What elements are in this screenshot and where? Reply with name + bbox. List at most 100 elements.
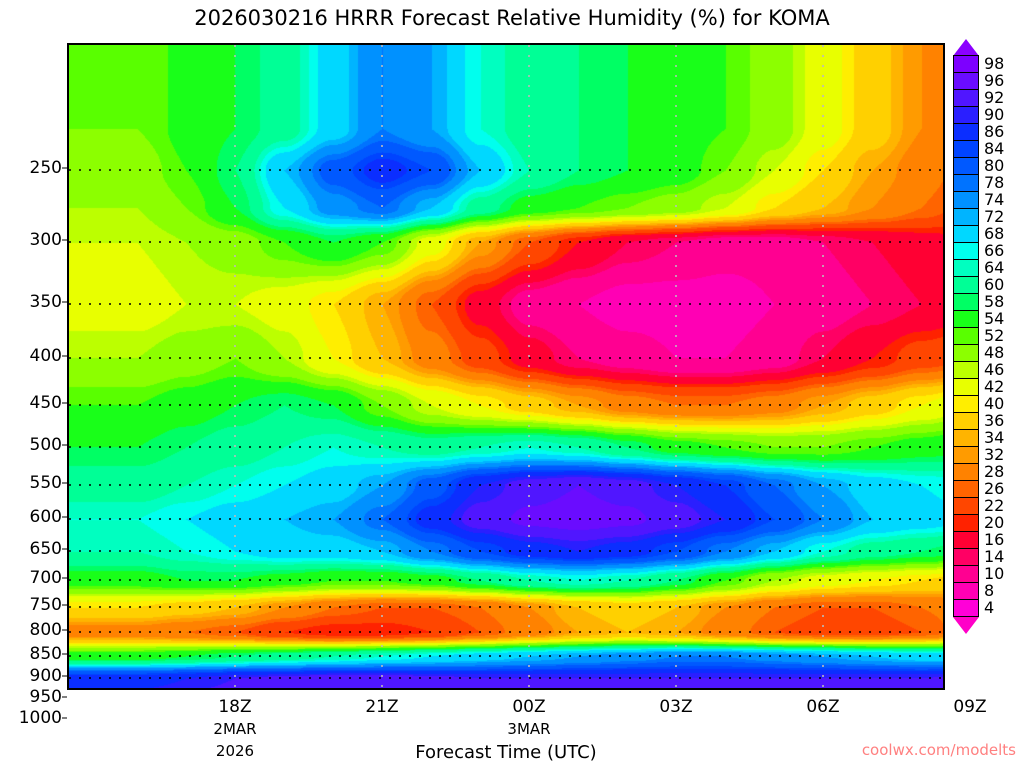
watermark-link[interactable]: coolwx.com/modelts (861, 741, 1016, 759)
y-axis-tick-label: 250 (29, 158, 62, 178)
x-axis-date-label: 2MAR (213, 720, 257, 738)
y-axis-tick-mark (62, 239, 67, 241)
x-axis-tick-label: 09Z (953, 697, 987, 717)
colorbar-swatch: 26 (953, 479, 1004, 498)
x-axis-tick-label: 21Z (365, 697, 399, 717)
colorbar-swatch: 74 (953, 190, 1004, 209)
colorbar-swatch: 16 (953, 530, 1004, 549)
y-axis-tick-mark (62, 516, 67, 518)
colorbar-swatch: 96 (953, 71, 1004, 90)
y-axis-tick-label: 750 (29, 595, 62, 615)
colorbar-tick-label: 46 (984, 360, 1005, 379)
colorbar-tick-label: 86 (984, 122, 1005, 141)
y-axis-tick-label: 600 (29, 507, 62, 527)
colorbar-tick-label: 14 (984, 547, 1005, 566)
colorbar-swatch: 84 (953, 139, 1004, 158)
colorbar-tick-label: 26 (984, 479, 1005, 498)
colorbar-swatch: 90 (953, 105, 1004, 124)
y-axis-tick-mark (62, 482, 67, 484)
y-axis-tick-label: 900 (29, 666, 62, 686)
colorbar-tick-label: 34 (984, 428, 1005, 447)
y-axis-tick-label: 650 (29, 539, 62, 559)
colorbar-swatch: 58 (953, 292, 1004, 311)
y-axis-tick-mark (62, 444, 67, 446)
colorbar-swatch: 48 (953, 343, 1004, 362)
colorbar-tick-label: 92 (984, 88, 1005, 107)
x-axis-title: Forecast Time (UTC) (415, 742, 597, 763)
colorbar-tick-label: 28 (984, 462, 1005, 481)
x-axis-date-label: 3MAR (507, 720, 551, 738)
colorbar-swatch: 46 (953, 360, 1004, 379)
y-axis-tick-label: 450 (29, 393, 62, 413)
colorbar-swatch: 36 (953, 411, 1004, 430)
colorbar-swatch: 72 (953, 207, 1004, 226)
plot-area (67, 43, 945, 690)
y-axis-tick-mark (62, 604, 67, 606)
colorbar-top-cap (953, 39, 979, 56)
y-axis-tick-label: 500 (29, 435, 62, 455)
colorbar-swatch: 20 (953, 513, 1004, 532)
colorbar-bottom-cap (953, 617, 979, 634)
colorbar-swatch: 64 (953, 258, 1004, 277)
colorbar-tick-label: 40 (984, 394, 1005, 413)
y-axis-tick-label: 400 (29, 346, 62, 366)
colorbar-tick-label: 20 (984, 513, 1005, 532)
colorbar-tick-label: 80 (984, 156, 1005, 175)
colorbar-swatch: 32 (953, 445, 1004, 464)
x-axis-tick-label: 06Z (806, 697, 840, 717)
colorbar-tick-label: 4 (984, 598, 995, 617)
colorbar-swatch: 28 (953, 462, 1004, 481)
colorbar-tick-label: 78 (984, 173, 1005, 192)
colorbar-tick-label: 48 (984, 343, 1005, 362)
page-title: 2026030216 HRRR Forecast Relative Humidi… (194, 6, 830, 30)
colorbar-swatch: 54 (953, 309, 1004, 328)
y-axis-tick-label: 850 (29, 644, 62, 664)
y-axis-tick-mark (62, 675, 67, 677)
colorbar-tick-label: 60 (984, 275, 1005, 294)
colorbar-tick-label: 98 (984, 54, 1005, 73)
y-axis-tick-label: 300 (29, 230, 62, 250)
colorbar-tick-label: 42 (984, 377, 1005, 396)
colorbar-tick-label: 32 (984, 445, 1005, 464)
colorbar-swatch: 66 (953, 241, 1004, 260)
colorbar-swatch: 52 (953, 326, 1004, 345)
colorbar-tick-label: 10 (984, 564, 1005, 583)
colorbar-swatch: 92 (953, 88, 1004, 107)
colorbar: 98 96 92 90 86 84 80 78 74 72 68 66 64 60 58 54 52 48 46 42… (953, 54, 1004, 617)
y-axis-tick-label: 700 (29, 568, 62, 588)
colorbar-tick-label: 58 (984, 292, 1005, 311)
colorbar-swatch: 22 (953, 496, 1004, 515)
colorbar-swatch: 10 (953, 564, 1004, 583)
colorbar-tick-label: 36 (984, 411, 1005, 430)
colorbar-swatch: 68 (953, 224, 1004, 243)
y-axis-tick-mark (62, 577, 67, 579)
colorbar-swatch: 80 (953, 156, 1004, 175)
y-axis-tick-label: 800 (29, 620, 62, 640)
colorbar-swatch: 34 (953, 428, 1004, 447)
colorbar-swatch: 60 (953, 275, 1004, 294)
colorbar-tick-label: 96 (984, 71, 1005, 90)
x-axis-year-label: 2026 (215, 742, 255, 760)
colorbar-tick-label: 22 (984, 496, 1005, 515)
y-axis-tick-mark (62, 717, 67, 719)
colorbar-tick-label: 74 (984, 190, 1005, 209)
colorbar-tick-label: 72 (984, 207, 1005, 226)
y-axis-tick-label: 550 (29, 473, 62, 493)
y-axis-tick-mark (62, 355, 67, 357)
colorbar-swatch: 78 (953, 173, 1004, 192)
x-axis-tick-label: 03Z (659, 697, 693, 717)
colorbar-tick-label: 68 (984, 224, 1005, 243)
y-axis-tick-mark (62, 167, 67, 169)
y-axis-tick-mark (62, 402, 67, 404)
colorbar-tick-label: 64 (984, 258, 1005, 277)
colorbar-tick-label: 90 (984, 105, 1005, 124)
y-axis-tick-label: 1000 (18, 708, 62, 728)
y-axis-tick-mark (62, 629, 67, 631)
colorbar-swatch: 8 (953, 581, 994, 600)
y-axis-tick-label: 950 (29, 687, 62, 707)
colorbar-swatch: 4 (953, 598, 994, 617)
colorbar-tick-label: 16 (984, 530, 1005, 549)
y-axis-tick-label: 350 (29, 292, 62, 312)
y-axis-tick-mark (62, 696, 67, 698)
x-axis-tick-label: 00Z (512, 697, 546, 717)
